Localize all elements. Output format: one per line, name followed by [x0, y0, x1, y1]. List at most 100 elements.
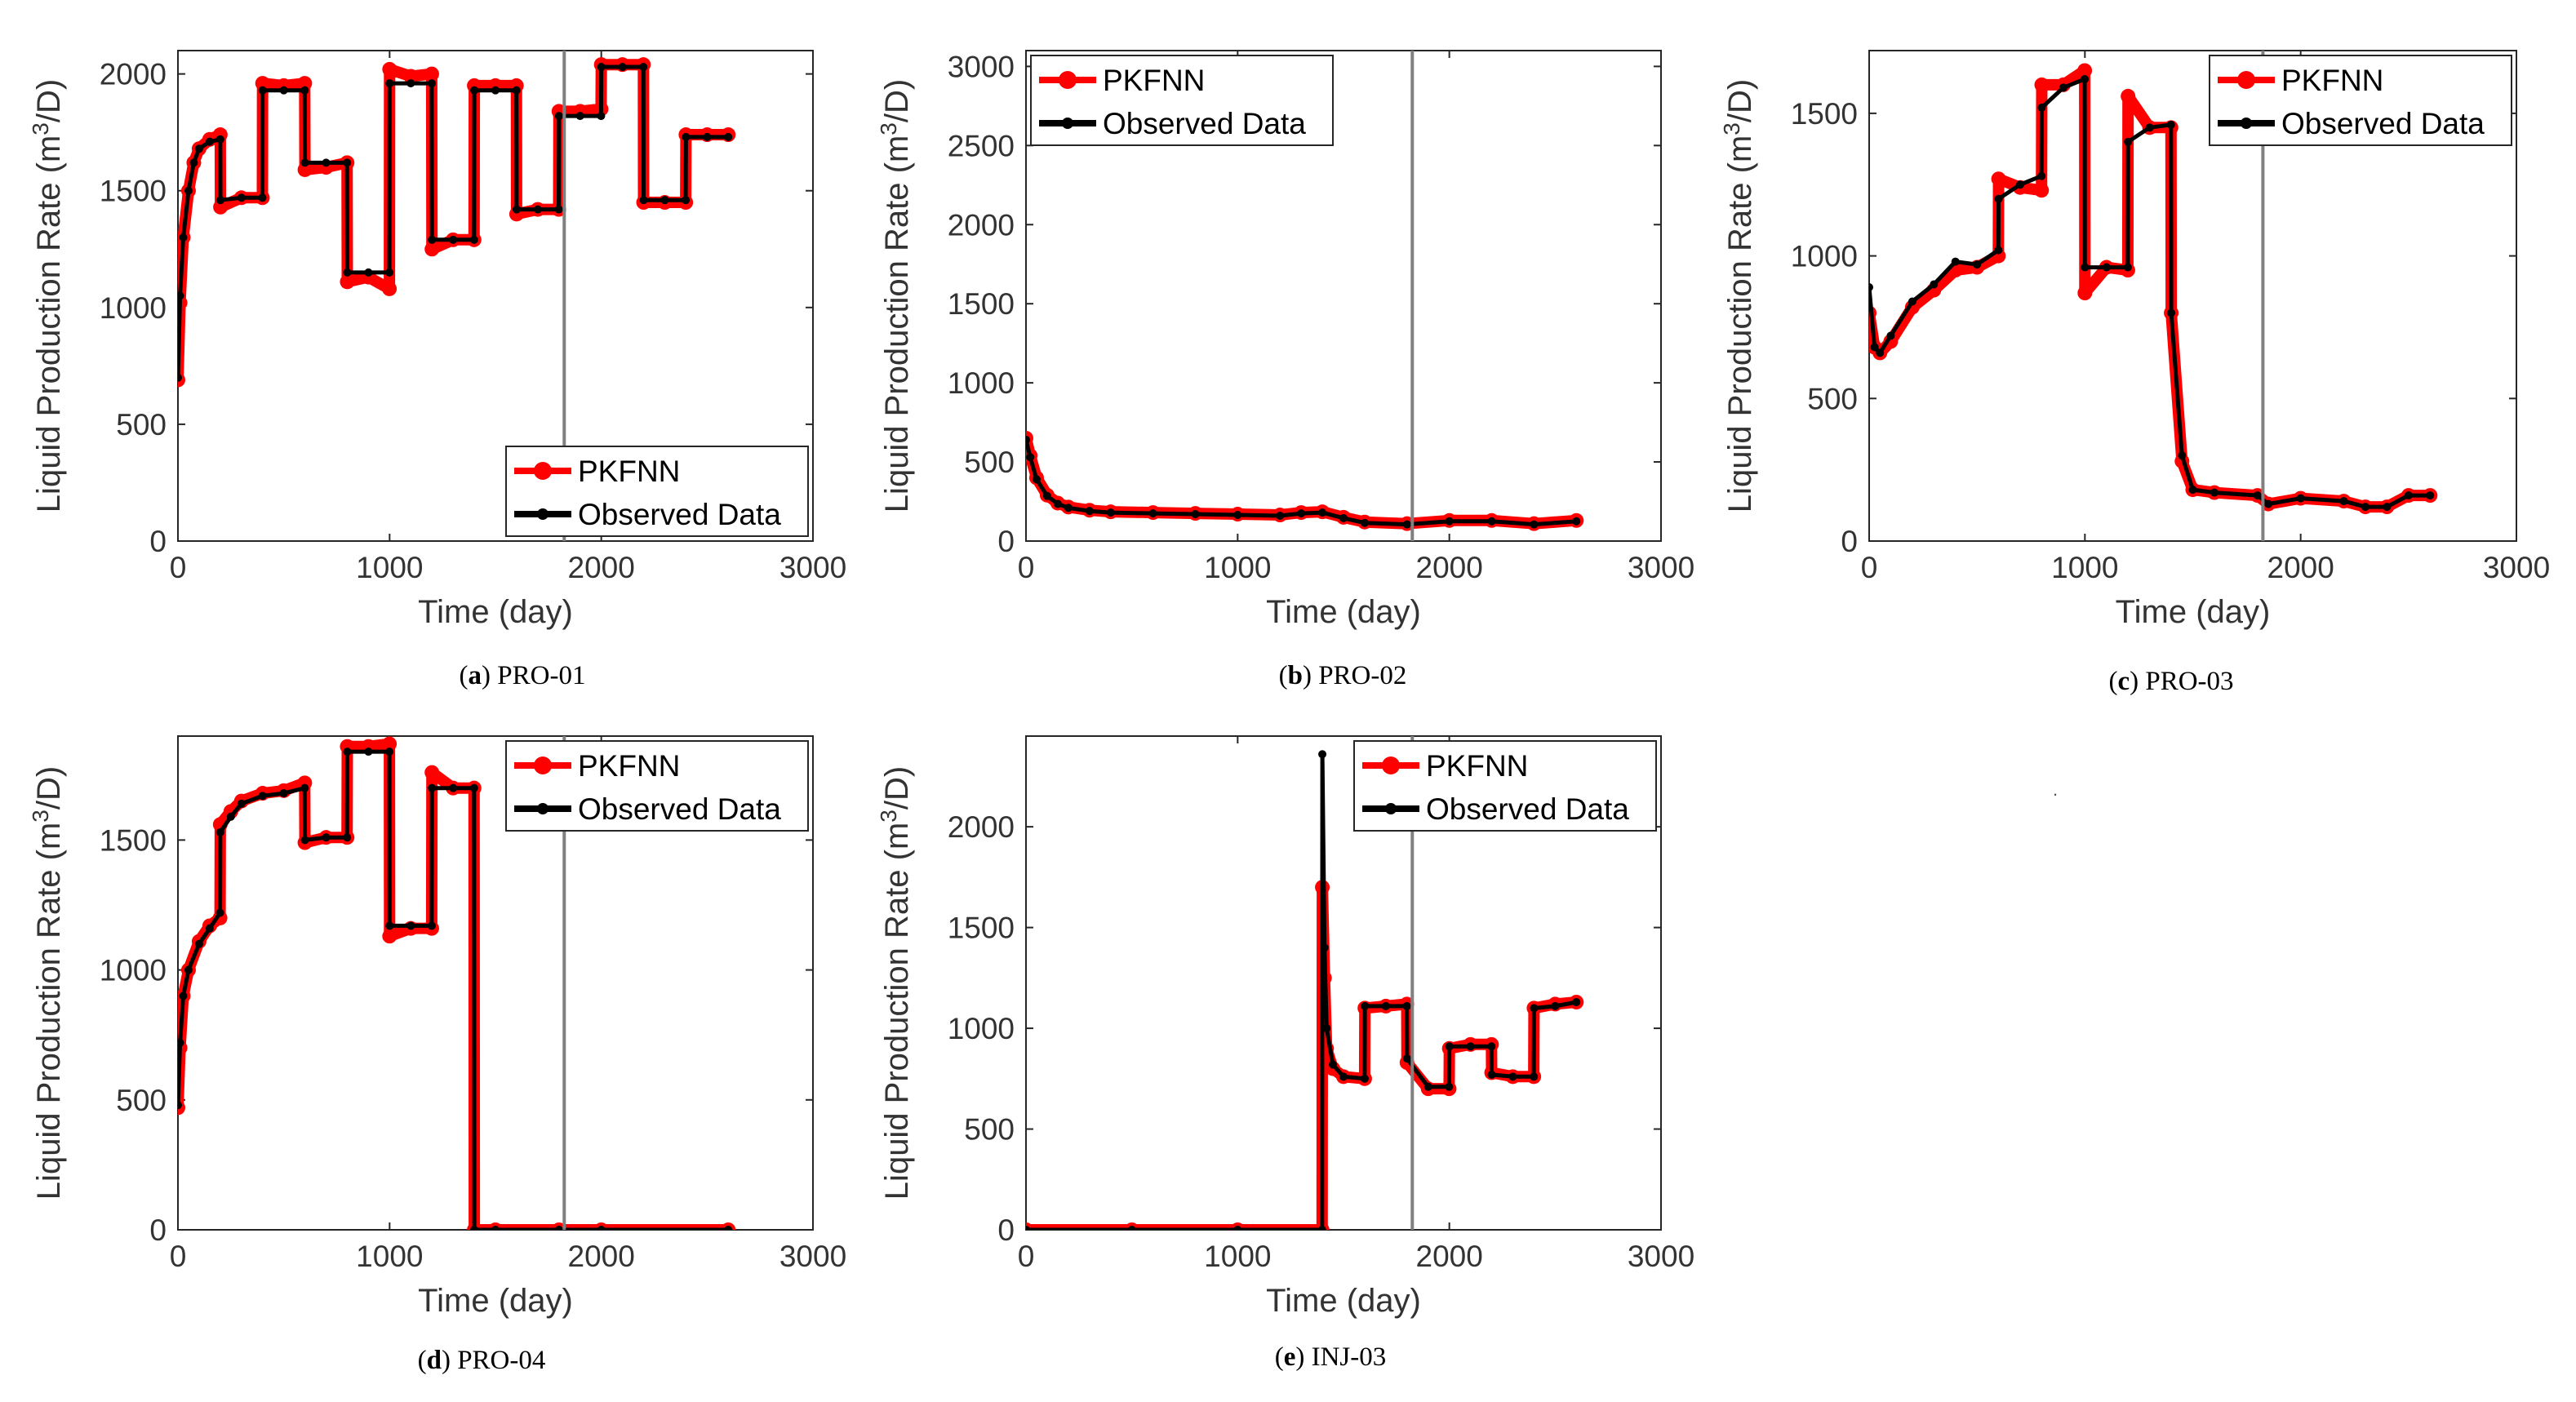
data-point — [1360, 518, 1369, 527]
data-point — [554, 112, 563, 121]
y-axis-label-tail: /D) — [879, 766, 915, 810]
y-tick-label: 500 — [116, 1084, 167, 1117]
data-point — [1317, 1226, 1326, 1230]
y-axis-label-main: Liquid Production Rate (m — [31, 823, 67, 1200]
y-axis-label: Liquid Production Rate (m3/D) — [876, 79, 915, 512]
data-point — [2166, 120, 2175, 129]
data-point — [2426, 491, 2435, 500]
caption-name: ) INJ-03 — [1295, 1342, 1386, 1372]
data-point — [427, 79, 436, 88]
data-point — [2102, 263, 2111, 272]
data-point — [1402, 520, 1411, 529]
data-point — [2016, 180, 2025, 189]
data-point — [215, 827, 224, 836]
series-observed — [178, 748, 733, 1230]
data-point — [575, 112, 584, 121]
data-point — [1487, 517, 1496, 526]
y-axis-label-sup: 3 — [28, 810, 53, 823]
data-point — [428, 783, 437, 792]
caption-name: ) PRO-03 — [2130, 667, 2233, 696]
data-point — [1064, 504, 1073, 512]
chart-c: 0 1000 2000 3000 0 500 1000 1500 Time (day) Liqui… — [1719, 50, 2550, 696]
data-point — [512, 86, 521, 95]
data-point — [427, 921, 436, 930]
legend-box — [505, 446, 809, 537]
x-tick-label: 2000 — [568, 1240, 635, 1273]
data-point — [406, 921, 415, 930]
y-tick-label: 1500 — [1791, 97, 1858, 131]
data-point — [205, 137, 214, 146]
caption-name: ) PRO-02 — [1303, 661, 1406, 690]
data-point — [639, 196, 648, 205]
data-point — [300, 783, 309, 792]
legend-label: PKFNN — [578, 749, 680, 783]
data-point — [597, 1226, 606, 1230]
data-point — [216, 196, 225, 205]
y-tick-label: 0 — [149, 1213, 167, 1247]
data-point — [1930, 280, 1939, 289]
legend-marker — [534, 462, 552, 480]
y-tick-label: 0 — [1841, 525, 1858, 558]
data-point — [213, 199, 229, 215]
legend-marker — [1062, 118, 1073, 129]
data-point — [205, 924, 214, 933]
y-tick-label: 3000 — [948, 50, 1015, 83]
data-point — [1973, 260, 1982, 269]
legend-label: PKFNN — [1426, 749, 1528, 783]
data-point — [178, 291, 184, 300]
data-point — [1276, 511, 1285, 520]
legend-marker — [1385, 803, 1397, 814]
data-point — [2124, 137, 2133, 146]
legend-marker — [537, 803, 549, 814]
legend-label: PKFNN — [1103, 64, 1205, 97]
x-tick-label: 3000 — [1628, 1240, 1694, 1273]
x-tick-label: 2000 — [1416, 1240, 1483, 1273]
x-tick-label: 2000 — [1416, 551, 1483, 584]
data-point — [1026, 435, 1030, 444]
data-point — [385, 748, 394, 756]
x-tick-label: 1000 — [356, 1240, 423, 1273]
data-point — [1445, 1082, 1454, 1091]
data-point — [2383, 503, 2392, 512]
data-point — [382, 929, 398, 944]
legend-label: Observed Data — [1426, 792, 1629, 826]
y-tick-label: 1000 — [948, 366, 1015, 400]
data-point — [322, 833, 331, 842]
data-point — [554, 1226, 563, 1230]
data-point — [512, 205, 521, 214]
data-point — [1886, 331, 1895, 340]
data-point — [1329, 1060, 1338, 1069]
data-point — [2188, 486, 2197, 495]
chart-e: 0 1000 2000 3000 0 500 1000 1500 2000 Time (day) L… — [876, 735, 1694, 1372]
x-tick-label: 2000 — [568, 551, 635, 584]
data-point — [1487, 1042, 1496, 1051]
legend-marker — [534, 756, 552, 774]
legend-marker — [1059, 71, 1077, 89]
data-point — [424, 765, 440, 780]
data-point — [255, 76, 270, 91]
data-point — [189, 158, 198, 167]
data-point — [237, 799, 246, 808]
data-point — [1233, 1226, 1242, 1230]
data-point — [469, 783, 478, 792]
data-point — [385, 268, 394, 277]
data-point — [1148, 509, 1157, 518]
data-point — [1032, 475, 1041, 484]
data-layer — [1869, 63, 2438, 515]
y-axis-label-sup: 3 — [1719, 122, 1744, 135]
caption-letter: a — [469, 661, 482, 690]
data-point — [1320, 943, 1329, 952]
y-tick-label: 1000 — [1791, 240, 1858, 273]
caption: (e) INJ-03 — [1275, 1342, 1387, 1372]
data-point — [2037, 103, 2046, 112]
x-tick-label: 0 — [1861, 551, 1878, 584]
data-point — [2339, 497, 2348, 506]
y-axis-label-main: Liquid Production Rate (m — [1722, 135, 1758, 512]
data-point — [2264, 499, 2273, 508]
data-point — [1466, 1042, 1475, 1051]
chart-d: 0 1000 2000 3000 0 500 1000 1500 Time (day) Liqui… — [28, 735, 846, 1375]
data-point — [724, 132, 733, 141]
data-point — [1339, 513, 1348, 522]
data-point — [1106, 508, 1115, 517]
